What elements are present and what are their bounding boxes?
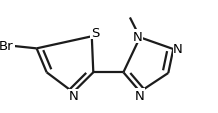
Text: N: N (133, 30, 143, 43)
Text: Br: Br (0, 39, 14, 52)
Text: S: S (91, 27, 99, 39)
Text: N: N (135, 89, 145, 102)
Text: N: N (68, 89, 78, 102)
Text: N: N (173, 43, 183, 55)
